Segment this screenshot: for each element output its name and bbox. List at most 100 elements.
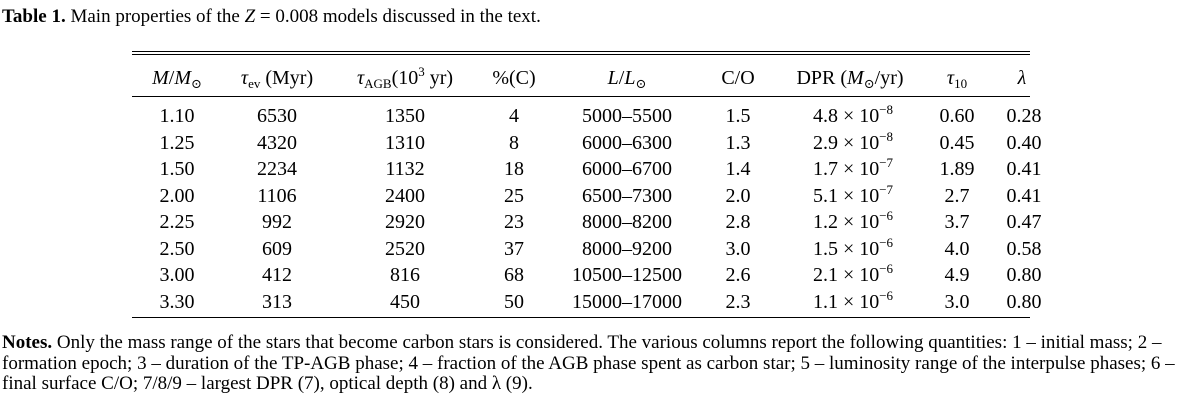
dpr-exponent: −6	[879, 234, 894, 250]
cell-tau-agb: 816	[390, 264, 420, 286]
cell-tau-ev: 1106	[257, 184, 297, 207]
dpr-exponent: −7	[879, 181, 894, 197]
table-top-rule	[132, 51, 1030, 52]
dpr-mantissa: 4.8 × 10	[812, 105, 880, 127]
cell-lambda: 0.41	[1006, 158, 1042, 180]
cell-c-o: 1.4	[725, 158, 751, 180]
header-c-o: C/O	[721, 67, 755, 89]
cell-c-o: 1.5	[725, 105, 751, 127]
cell-luminosity: 15000–17000	[572, 290, 682, 313]
cell-mass: 3.00	[159, 264, 195, 286]
cell-luminosity: 8000–9200	[582, 237, 672, 260]
caption-text-before: Main properties of the	[65, 6, 245, 27]
cell-percent-c: 68	[504, 264, 524, 286]
table-label: Table 1.	[2, 6, 66, 27]
cell-dpr: 2.9 × 10−8	[812, 128, 894, 155]
dpr-mantissa: 5.1 × 10	[812, 184, 880, 207]
cell-c-o: 2.6	[725, 264, 751, 286]
header-percent-c: %(C)	[492, 67, 536, 89]
cell-mass: 3.30	[159, 290, 195, 313]
cell-mass: 1.25	[159, 131, 195, 154]
cell-lambda: 0.41	[1006, 184, 1042, 207]
cell-tau-ev: 6530	[257, 105, 297, 127]
cell-tau-agb: 2920	[385, 211, 425, 233]
cell-dpr: 2.1 × 10−6	[812, 261, 894, 287]
dpr-mantissa: 1.2 × 10	[812, 211, 880, 233]
table-top-rule-2	[132, 54, 1030, 55]
notes-label: Notes.	[2, 332, 53, 353]
cell-tau10: 4.0	[944, 237, 970, 260]
cell-tau-agb: 1132	[385, 158, 425, 180]
dpr-mantissa: 2.1 × 10	[812, 264, 880, 286]
cell-tau-ev: 412	[262, 264, 292, 286]
dpr-mantissa: 1.1 × 10	[812, 290, 880, 313]
cell-c-o: 1.3	[725, 131, 751, 154]
cell-lambda: 0.80	[1006, 264, 1042, 286]
cell-tau10: 4.9	[944, 264, 970, 286]
header-tau-ev: τev (Myr)	[240, 67, 314, 91]
cell-dpr: 1.1 × 10−6	[812, 287, 894, 314]
cell-tau-ev: 992	[262, 211, 292, 233]
notes-text: Only the mass range of the stars that be…	[2, 332, 1175, 394]
cell-percent-c: 23	[504, 211, 524, 233]
dpr-mantissa: 2.9 × 10	[812, 131, 880, 154]
cell-tau10: 0.60	[939, 105, 975, 127]
cell-tau-ev: 2234	[257, 158, 297, 180]
header-mass: M/M⊙	[152, 67, 202, 91]
table-header-rule	[132, 96, 1030, 97]
caption-z-symbol: Z	[244, 6, 256, 27]
dpr-exponent: −6	[879, 261, 894, 276]
cell-tau-agb: 1310	[385, 131, 425, 154]
cell-dpr: 1.7 × 10−7	[812, 155, 894, 181]
cell-tau10: 1.89	[939, 158, 975, 180]
cell-percent-c: 18	[504, 158, 524, 180]
cell-dpr: 5.1 × 10−7	[812, 181, 894, 208]
cell-luminosity: 5000–5500	[582, 105, 672, 127]
cell-mass: 2.50	[159, 237, 195, 260]
dpr-mantissa: 1.7 × 10	[812, 158, 880, 180]
cell-mass: 1.50	[159, 158, 195, 180]
table-caption: Table 1. Main properties of the Z = 0.00…	[2, 6, 541, 28]
cell-tau10: 2.7	[944, 184, 970, 207]
cell-percent-c: 25	[504, 184, 524, 207]
header-tau-agb: τAGB(103 yr)	[356, 64, 454, 91]
header-luminosity: L/L⊙	[607, 67, 647, 91]
cell-mass: 2.00	[159, 184, 195, 207]
dpr-exponent: −6	[879, 208, 894, 223]
cell-luminosity: 6000–6300	[582, 131, 672, 154]
header-dpr: DPR (M⊙/yr)	[796, 67, 904, 91]
cell-luminosity: 8000–8200	[582, 211, 672, 233]
cell-mass: 1.10	[159, 105, 195, 127]
cell-tau-ev: 313	[262, 290, 292, 313]
dpr-exponent: −6	[879, 287, 894, 303]
dpr-exponent: −8	[879, 102, 894, 117]
cell-tau10: 3.7	[944, 211, 970, 233]
cell-percent-c: 37	[504, 237, 524, 260]
cell-lambda: 0.58	[1006, 237, 1042, 260]
cell-tau-agb: 2520	[385, 237, 425, 260]
cell-tau10: 0.45	[939, 131, 975, 154]
cell-lambda: 0.47	[1006, 211, 1042, 233]
header-tau10: τ10	[946, 67, 968, 91]
cell-c-o: 2.8	[725, 211, 751, 233]
table-notes: Notes. Only the mass range of the stars …	[2, 332, 1197, 395]
cell-percent-c: 50	[504, 290, 524, 313]
cell-lambda: 0.80	[1006, 290, 1042, 313]
cell-tau-agb: 1350	[385, 105, 425, 127]
dpr-mantissa: 1.5 × 10	[812, 237, 880, 260]
dpr-exponent: −8	[879, 128, 894, 144]
cell-luminosity: 6500–7300	[582, 184, 672, 207]
cell-tau-ev: 4320	[257, 131, 297, 154]
header-lambda: λ	[1017, 67, 1027, 89]
cell-tau-ev: 609	[262, 237, 292, 260]
cell-percent-c: 4	[509, 105, 519, 127]
cell-percent-c: 8	[509, 131, 519, 154]
caption-text-after: = 0.008 models discussed in the text.	[255, 6, 541, 27]
dpr-exponent: −7	[879, 155, 894, 170]
table-bottom-rule	[132, 317, 1030, 318]
cell-dpr: 1.5 × 10−6	[812, 234, 894, 261]
cell-dpr: 1.2 × 10−6	[812, 208, 894, 234]
cell-lambda: 0.40	[1006, 131, 1042, 154]
cell-tau-agb: 2400	[385, 184, 425, 207]
cell-mass: 2.25	[159, 211, 195, 233]
